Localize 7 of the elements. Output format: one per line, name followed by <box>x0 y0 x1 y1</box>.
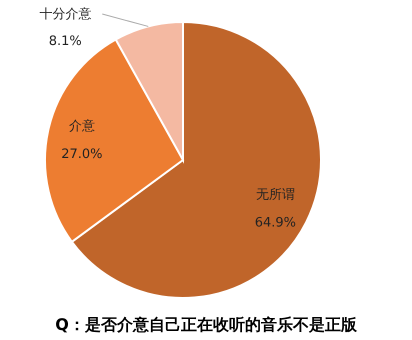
slice-label: 介意 <box>68 119 95 134</box>
data-label: 64.9% <box>254 216 296 231</box>
slice-label: 无所谓 <box>256 188 295 203</box>
data-label: 27.0% <box>61 147 103 162</box>
data-label: 8.1% <box>48 34 82 49</box>
slice-label: 十分介意 <box>39 7 92 22</box>
text: Q：是否介意自己正在收听的音乐不是正版 <box>55 315 358 334</box>
